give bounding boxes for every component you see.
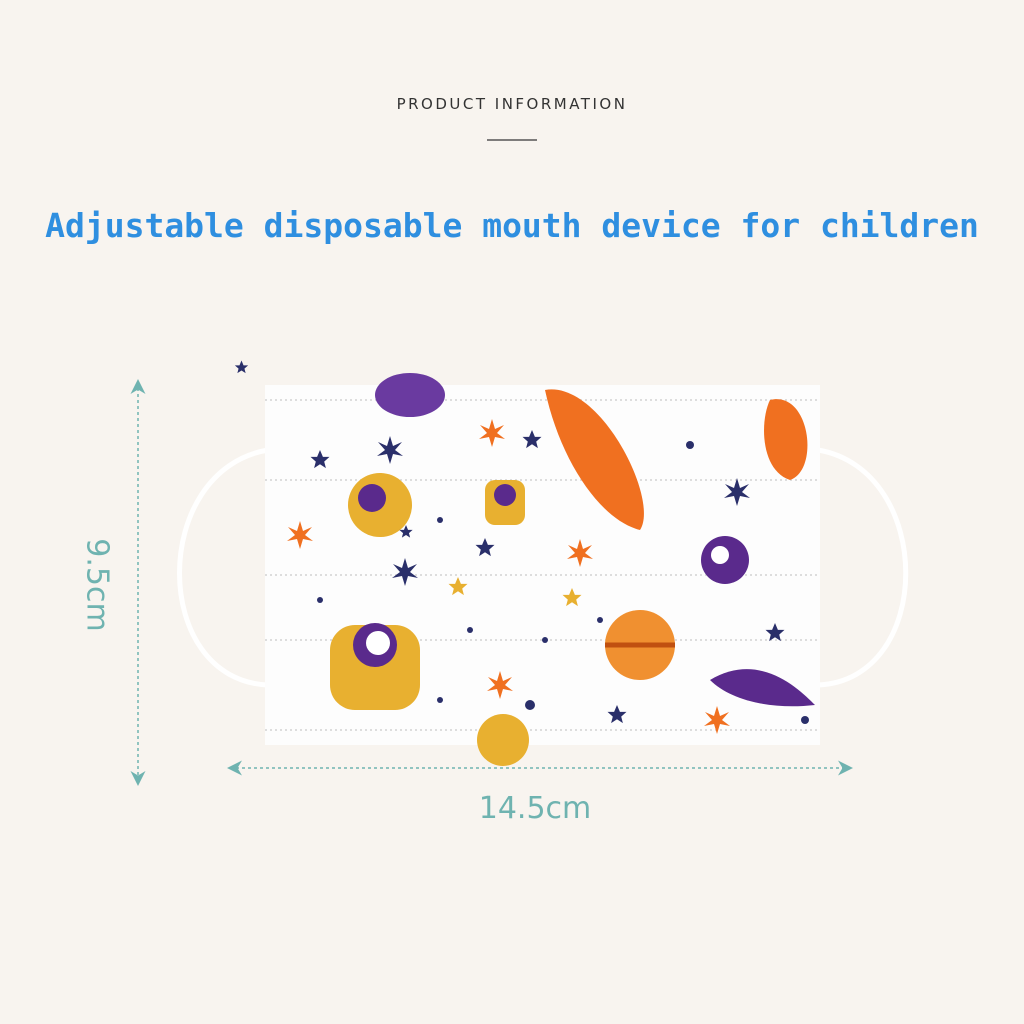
headline: Adjustable disposable mouth device for c… — [45, 206, 979, 245]
width-label: 14.5cm — [479, 791, 592, 826]
mask — [177, 360, 909, 766]
section-title: PRODUCT INFORMATION — [397, 95, 628, 113]
height-label: 9.5cm — [80, 538, 115, 631]
